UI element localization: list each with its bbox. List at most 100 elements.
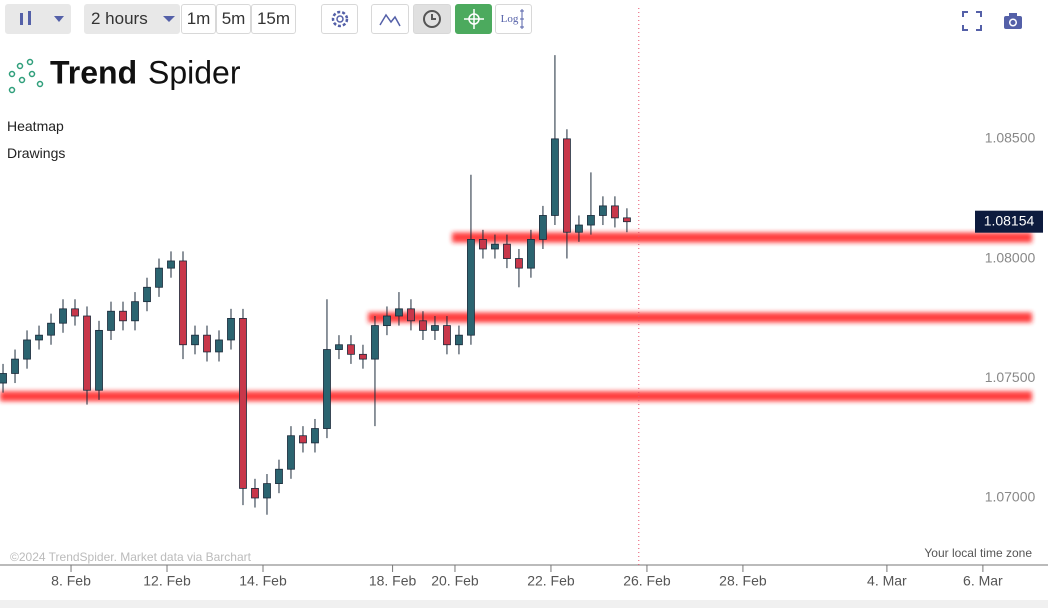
drawings-panel-label[interactable]: Drawings <box>7 145 66 161</box>
x-tick-label: 4. Mar <box>867 573 907 589</box>
candle-body <box>11 358 19 374</box>
interval-button[interactable]: 15m <box>251 4 296 34</box>
candle-body <box>443 325 451 346</box>
candle-body <box>503 243 511 259</box>
candle-body <box>119 310 127 322</box>
x-tick-label: 28. Feb <box>719 573 767 589</box>
candle-body <box>347 344 355 355</box>
logo-regular: Spider <box>148 54 241 90</box>
heatmap-band <box>452 232 1032 243</box>
candle-body <box>143 286 151 303</box>
last-price-label: 1.08154 <box>984 212 1035 228</box>
candle-body <box>335 344 343 350</box>
copyright: ©2024 TrendSpider. Market data via Barch… <box>10 550 252 564</box>
x-tick-label: 8. Feb <box>51 573 91 589</box>
candle-body <box>215 339 223 353</box>
crosshair-button[interactable] <box>455 4 492 34</box>
heatmap-band <box>368 312 1032 323</box>
heatmap-band <box>0 391 1032 402</box>
clock-icon <box>423 10 441 28</box>
candle-body <box>71 308 79 317</box>
timezone: Your local time zone <box>924 546 1032 560</box>
log-ruler <box>520 9 525 29</box>
candle-body <box>23 339 31 360</box>
crosshair-icon <box>463 9 484 29</box>
interval-dropdown[interactable]: 2 hours <box>84 4 180 34</box>
candle-body <box>611 205 619 219</box>
candle-body <box>431 325 439 331</box>
bottom-strip <box>0 600 1048 608</box>
gear-icon <box>331 10 348 28</box>
candle-body <box>575 224 583 233</box>
pattern-icon <box>379 13 401 27</box>
x-tick-label: 26. Feb <box>623 573 671 589</box>
candle-body <box>131 301 139 322</box>
x-tick-label: 6. Mar <box>963 573 1003 589</box>
screenshot-button[interactable] <box>1001 9 1025 33</box>
interval-button[interactable]: 1m <box>181 4 216 34</box>
candle-body <box>539 215 547 240</box>
last-price-box <box>975 210 1043 233</box>
log-button[interactable]: Log <box>495 4 532 34</box>
interval-label: 2 hours <box>91 9 148 28</box>
candle-body <box>227 318 235 341</box>
candle-body <box>479 239 487 250</box>
candle-body <box>155 267 163 288</box>
candle-body <box>287 435 295 470</box>
candle-body <box>263 483 271 499</box>
candle-body <box>467 239 475 336</box>
candle-body <box>203 334 211 353</box>
candle-body <box>455 334 463 346</box>
settings-button[interactable] <box>321 4 358 34</box>
candle-body <box>47 322 55 336</box>
candle-body <box>251 487 259 499</box>
candle-icon <box>20 11 64 25</box>
candle-body <box>587 215 595 226</box>
candle-body <box>623 217 631 223</box>
candle-body <box>515 258 523 269</box>
fullscreen-button[interactable] <box>960 9 984 33</box>
candle-body <box>491 243 499 250</box>
logo-bold: Trend <box>50 54 137 90</box>
logo-icon <box>8 58 44 94</box>
candle-body <box>83 315 91 391</box>
candle-body <box>359 353 367 360</box>
candle-body <box>35 334 43 341</box>
dropdown-arrow <box>162 16 175 22</box>
y-tick-label: 1.08000 <box>985 249 1036 265</box>
candle-body <box>407 308 415 322</box>
candle-body <box>419 320 427 331</box>
x-tick-label: 18. Feb <box>369 573 417 589</box>
candle-body <box>0 373 7 384</box>
candle-body <box>179 260 187 346</box>
candle-body <box>371 325 379 360</box>
chart-type-dropdown[interactable] <box>5 4 71 34</box>
candle-body <box>527 239 535 269</box>
y-tick-label: 1.08500 <box>985 130 1036 146</box>
x-tick-label: 12. Feb <box>143 573 191 589</box>
candle-body <box>299 435 307 444</box>
drawing-tool-button[interactable] <box>371 4 409 34</box>
candle-body <box>59 308 67 324</box>
candle-body <box>395 308 403 317</box>
candle-body <box>311 428 319 444</box>
x-tick-label: 20. Feb <box>431 573 479 589</box>
heatmap-panel-label[interactable]: Heatmap <box>7 118 64 134</box>
interval-button[interactable]: 5m <box>216 4 251 34</box>
candle-body <box>95 329 103 391</box>
candle-body <box>239 318 247 489</box>
candle-body <box>551 138 559 216</box>
candle-body <box>275 468 283 485</box>
candle-body <box>323 349 331 429</box>
y-tick-label: 1.07500 <box>985 369 1036 385</box>
x-tick-label: 14. Feb <box>239 573 287 589</box>
candle-body <box>383 315 391 326</box>
y-tick-label: 1.07000 <box>985 489 1036 505</box>
candle-body <box>107 310 115 331</box>
candle-body <box>191 334 199 346</box>
clock-button[interactable] <box>413 4 451 34</box>
candle-body <box>563 138 571 233</box>
candle-body <box>599 205 607 216</box>
